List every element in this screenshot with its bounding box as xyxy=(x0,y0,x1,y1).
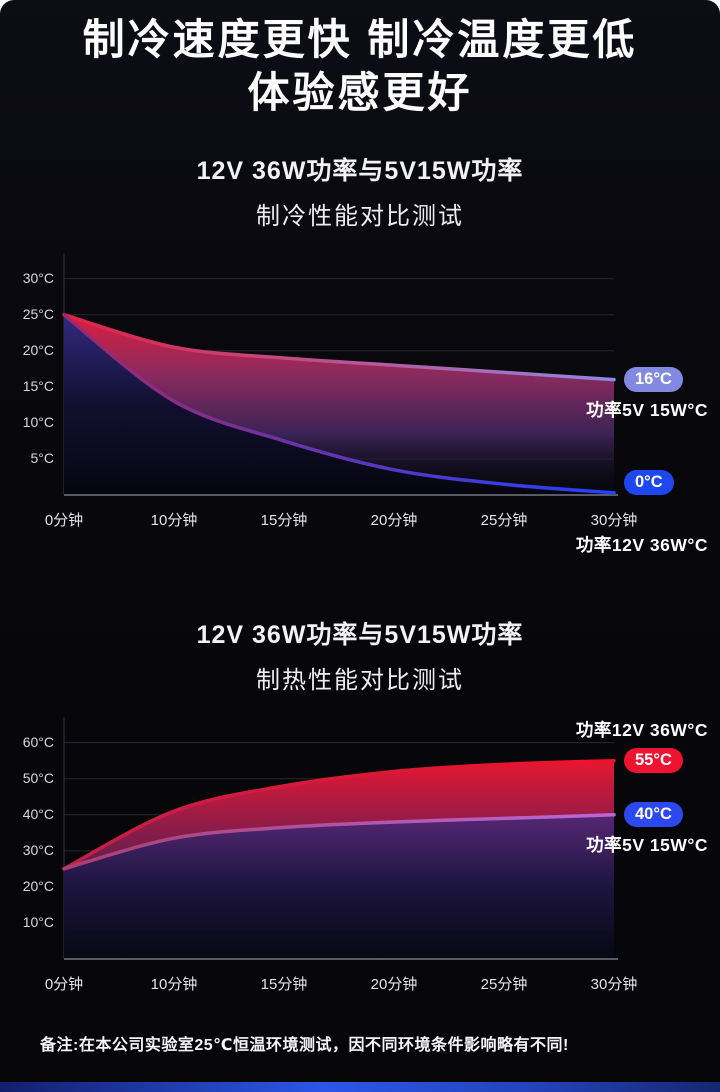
y-tick-label: 10°C xyxy=(22,413,54,430)
x-tick-label: 15分钟 xyxy=(260,976,308,993)
y-tick-label: 20°C xyxy=(22,341,54,358)
y-tick-label: 5°C xyxy=(30,449,55,466)
cooling-chart-subtitle: 制冷性能对比测试 xyxy=(256,203,464,230)
y-tick-label: 40°C xyxy=(22,805,54,822)
series-name-label: 功率12V 36W°C xyxy=(575,719,708,740)
chart-canvas xyxy=(62,717,618,960)
footnote: 备注:在本公司实验室25℃恒温环境测试，因不同环境条件影响略有不同! xyxy=(40,1037,569,1054)
x-tick-label: 15分钟 xyxy=(260,512,308,529)
series-name-label: 功率12V 36W°C xyxy=(575,535,708,555)
x-tick-label: 30分钟 xyxy=(590,976,638,993)
x-tick-label: 30分钟 xyxy=(590,512,638,529)
heating-chart-title: 12V 36W功率与5V15W功率 xyxy=(196,621,524,649)
series-line-0 xyxy=(62,312,616,382)
series-name-label: 功率5V 15W°C xyxy=(586,834,708,855)
x-tick-label: 10分钟 xyxy=(150,976,198,993)
end-value-badge: 16°C xyxy=(624,367,683,393)
y-tick-label: 15°C xyxy=(22,377,54,394)
series-line-1 xyxy=(62,312,616,495)
x-tick-label: 25分钟 xyxy=(480,512,528,529)
page-title-line2: 体验感更好 xyxy=(247,68,473,116)
y-tick-label: 25°C xyxy=(22,305,54,322)
series-area-1 xyxy=(64,314,614,495)
x-tick-label: 25分钟 xyxy=(480,976,528,993)
cooling-section: 12V 36W功率与5V15W功率 制冷性能对比测试 30°C 25°C 20°C 1… xyxy=(0,151,720,559)
chart-canvas xyxy=(62,253,618,496)
series-name-label: 功率5V 15W°C xyxy=(586,399,708,420)
x-tick-label: 10分钟 xyxy=(150,512,198,529)
y-tick-label: 30°C xyxy=(22,841,54,858)
end-value-badge: 55°C xyxy=(624,748,683,774)
heating-chart: 60°C 50°C 40°C 30°C 20°C 10°C 0分钟 10分钟 15分钟 20分钟 2… xyxy=(12,711,708,1023)
series-area-1 xyxy=(64,814,614,959)
page-title-line1: 制冷速度更快 制冷温度更低 xyxy=(82,16,638,63)
y-tick-label: 20°C xyxy=(22,877,54,894)
x-tick-label: 0分钟 xyxy=(44,512,84,529)
x-tick-label: 20分钟 xyxy=(370,976,418,993)
y-tick-label: 30°C xyxy=(22,269,54,286)
bottom-accent-bar xyxy=(0,1082,720,1092)
y-tick-label: 60°C xyxy=(22,733,54,750)
y-tick-label: 50°C xyxy=(22,769,54,786)
series-line-1 xyxy=(62,813,616,871)
series-line-0 xyxy=(62,758,616,871)
x-tick-label: 0分钟 xyxy=(44,976,84,993)
cooling-chart-title: 12V 36W功率与5V15W功率 xyxy=(196,157,524,185)
heating-section: 12V 36W功率与5V15W功率 制热性能对比测试 60°C 50°C 40°C 3… xyxy=(0,615,720,1023)
end-value-badge: 40°C xyxy=(624,802,683,828)
x-tick-label: 20分钟 xyxy=(370,512,418,529)
page-title: 制冷速度更快 制冷温度更低 体验感更好 xyxy=(0,0,720,119)
y-tick-label: 10°C xyxy=(22,913,54,930)
cooling-chart: 30°C 25°C 20°C 15°C 10°C 5°C 0分钟 10分钟 15分钟 20分钟 25… xyxy=(12,247,708,559)
end-value-badge: 0°C xyxy=(624,469,674,495)
heating-chart-subtitle: 制热性能对比测试 xyxy=(256,667,464,694)
